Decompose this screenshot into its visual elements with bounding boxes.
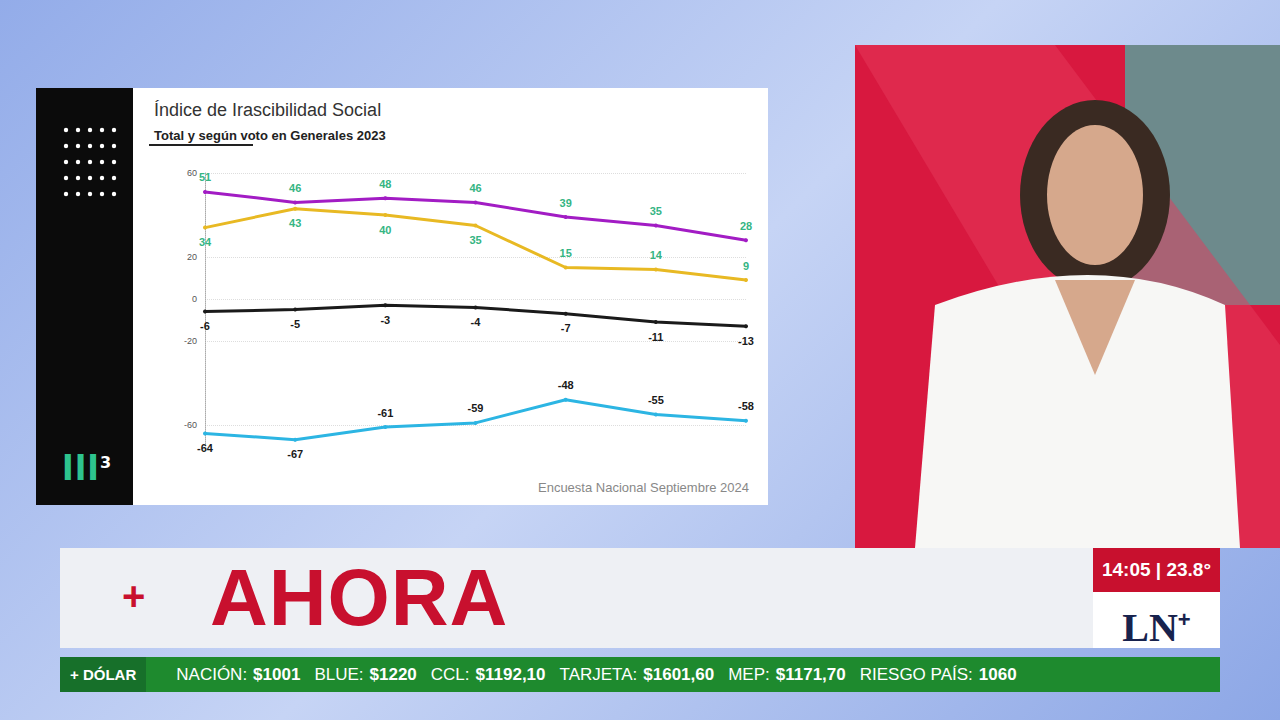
svg-text:46: 46 [289, 182, 301, 194]
svg-text:-58: -58 [738, 400, 754, 412]
svg-text:51: 51 [199, 171, 211, 183]
svg-text:-64: -64 [197, 442, 214, 454]
html-text:LN+: LN+ [1122, 605, 1191, 651]
svg-text:28: 28 [740, 220, 752, 232]
svg-text:48: 48 [379, 178, 391, 190]
svg-text:-11: -11 [648, 331, 663, 343]
html-text:AHORA: AHORA [210, 553, 509, 642]
svg-text:9: 9 [743, 260, 749, 272]
svg-text:-59: -59 [468, 402, 484, 414]
html-text:TARJETA: $1601,60: TARJETA: $1601,60 [559, 664, 715, 684]
svg-text:43: 43 [289, 217, 301, 229]
svg-text:-48: -48 [558, 379, 574, 391]
svg-text:-55: -55 [648, 394, 664, 406]
svg-text:20: 20 [187, 252, 197, 262]
svg-text:-60: -60 [184, 420, 197, 430]
html-text:MEP: $1171,70: MEP: $1171,70 [728, 664, 846, 684]
svg-text:Índice de Irascibilidad Social: Índice de Irascibilidad Social [154, 100, 381, 120]
svg-text:-3: -3 [380, 314, 390, 326]
svg-text:-20: -20 [184, 336, 197, 346]
svg-text:46: 46 [469, 182, 481, 194]
svg-text:-7: -7 [561, 322, 571, 334]
svg-text:15: 15 [560, 247, 572, 259]
svg-text:Encuesta Nacional Septiembre 2: Encuesta Nacional Septiembre 2024 [538, 480, 749, 495]
html-text:14:05 | 23.8°: 14:05 | 23.8° [1102, 559, 1211, 580]
svg-text:39: 39 [560, 197, 572, 209]
svg-text:-6: -6 [200, 320, 210, 332]
svg-text:60: 60 [187, 168, 197, 178]
svg-text:35: 35 [469, 234, 481, 246]
html-text:RIESGO PAÍS: 1060: RIESGO PAÍS: 1060 [859, 664, 1017, 684]
svg-text:Total y según voto en Generale: Total y según voto en Generales 2023 [154, 128, 386, 143]
svg-text:35: 35 [650, 205, 662, 217]
svg-text:-67: -67 [287, 448, 303, 460]
svg-text:-5: -5 [290, 318, 300, 330]
html-text:CCL: $1192,10: CCL: $1192,10 [430, 664, 546, 684]
html-text:NACIÓN: $1001: NACIÓN: $1001 [176, 664, 301, 684]
svg-text:-61: -61 [377, 407, 393, 419]
svg-text:0: 0 [192, 294, 197, 304]
html-text:lll3: lll3 [62, 448, 113, 488]
html-text:BLUE: $1220: BLUE: $1220 [314, 664, 417, 684]
svg-text:40: 40 [379, 224, 391, 236]
svg-text:14: 14 [650, 249, 663, 261]
html-text:+ DÓLAR: + DÓLAR [70, 666, 137, 683]
svg-text:34: 34 [199, 236, 212, 248]
svg-text:-4: -4 [471, 316, 482, 328]
svg-text:-13: -13 [738, 335, 754, 347]
